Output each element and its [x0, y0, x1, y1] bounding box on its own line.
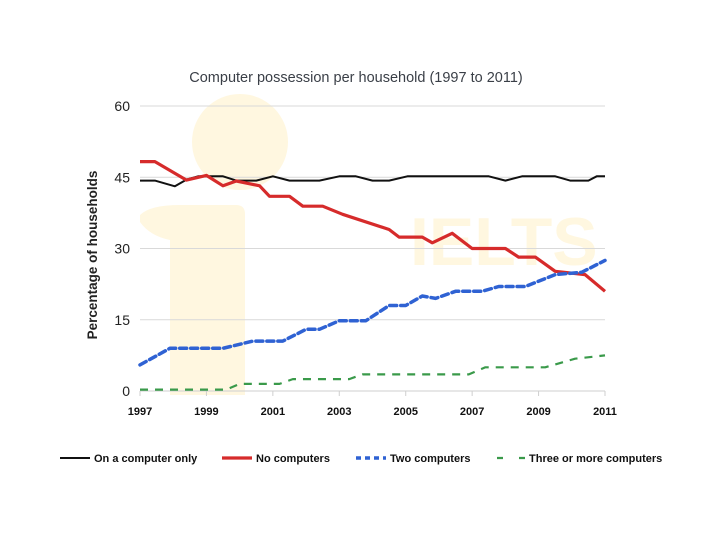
x-tick-label: 2005 [393, 406, 417, 418]
x-tick-label: 2007 [460, 406, 484, 418]
x-tick-label: 2003 [327, 406, 351, 418]
y-tick-label: 60 [114, 98, 130, 114]
legend: On a computer only No computers Two comput… [60, 453, 662, 465]
y-tick-label: 15 [114, 312, 130, 328]
watermark-text: IELTS [410, 204, 598, 280]
series-line-no-computers [140, 160, 607, 293]
x-tick-label: 2011 [593, 406, 617, 418]
y-tick-label: 30 [114, 241, 130, 257]
y-tick-label: 45 [114, 169, 130, 185]
watermark-stem [140, 205, 245, 395]
legend-label: No computers [256, 453, 330, 465]
x-tick-label: 1997 [128, 406, 152, 418]
x-tick-label: 1999 [194, 406, 218, 418]
y-axis-label: Percentage of households [85, 171, 100, 340]
legend-label: On a computer only [94, 453, 198, 465]
y-tick-labels: 0 15 30 45 60 [114, 98, 130, 399]
legend-label: Three or more computers [529, 453, 662, 465]
legend-item: No computers [222, 453, 330, 465]
legend-label: Two computers [390, 453, 470, 465]
legend-item: On a computer only [60, 453, 198, 465]
x-tick-label: 2009 [526, 406, 550, 418]
y-tick-label: 0 [122, 383, 130, 399]
legend-item: Two computers [356, 453, 470, 465]
legend-item: Three or more computers [497, 453, 662, 465]
series-lines [138, 160, 607, 391]
watermark-dot [192, 94, 288, 190]
chart-title: Computer possession per household (1997 … [189, 70, 522, 86]
series-line-two-computers [138, 258, 607, 367]
x-tick-label: 2001 [261, 406, 285, 418]
x-axis: 1997 1999 2001 2003 2005 2007 2009 2011 [128, 390, 617, 418]
